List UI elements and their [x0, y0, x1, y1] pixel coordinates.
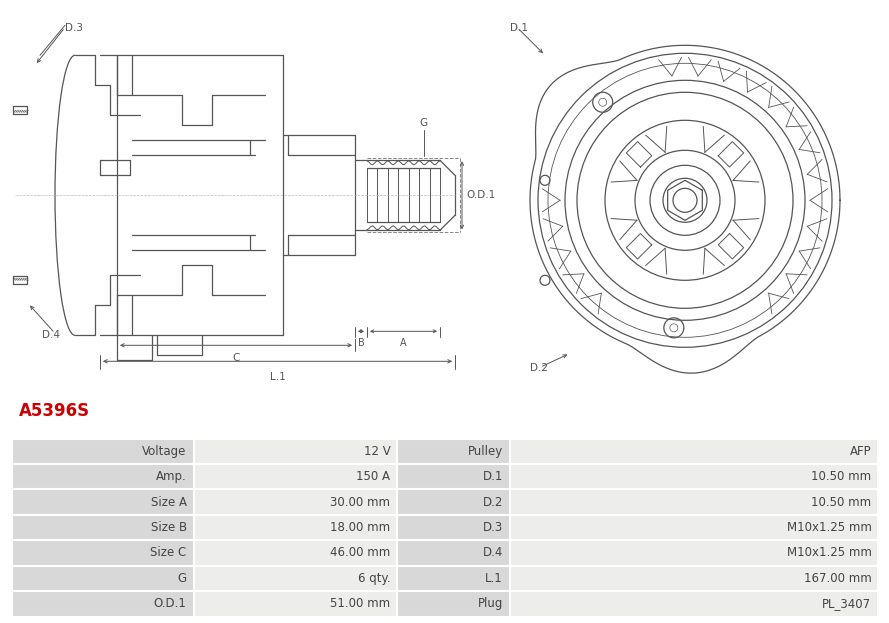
Text: Plug: Plug — [477, 597, 503, 611]
Text: 6 qty.: 6 qty. — [357, 572, 390, 585]
Bar — [510, 515, 878, 540]
Bar — [510, 490, 878, 515]
Bar — [12, 515, 194, 540]
Text: O.D.1: O.D.1 — [154, 597, 187, 611]
Bar — [510, 591, 878, 617]
Bar — [510, 439, 878, 464]
Text: C: C — [232, 353, 240, 363]
Text: D.4: D.4 — [42, 330, 60, 340]
Text: G: G — [178, 572, 187, 585]
Text: D.1: D.1 — [483, 470, 503, 483]
Text: 10.50 mm: 10.50 mm — [812, 470, 871, 483]
Bar — [397, 439, 510, 464]
Bar — [397, 540, 510, 566]
Text: M10x1.25 mm: M10x1.25 mm — [787, 521, 871, 534]
Text: D.3: D.3 — [65, 23, 83, 33]
Text: Size C: Size C — [150, 546, 187, 559]
Bar — [194, 591, 397, 617]
Text: Size B: Size B — [150, 521, 187, 534]
Text: 46.00 mm: 46.00 mm — [330, 546, 390, 559]
Bar — [510, 540, 878, 566]
Bar — [510, 566, 878, 591]
Bar — [194, 566, 397, 591]
Bar — [397, 591, 510, 617]
Text: 10.50 mm: 10.50 mm — [812, 496, 871, 508]
Text: A: A — [400, 338, 407, 348]
Text: O.D.1: O.D.1 — [466, 190, 495, 201]
Bar — [12, 540, 194, 566]
Text: A5396S: A5396S — [19, 402, 90, 420]
Text: L.1: L.1 — [269, 373, 285, 383]
Bar — [397, 566, 510, 591]
Bar — [194, 515, 397, 540]
Text: B: B — [357, 338, 364, 348]
Bar — [12, 591, 194, 617]
Bar — [194, 540, 397, 566]
Bar — [12, 439, 194, 464]
Text: 30.00 mm: 30.00 mm — [331, 496, 390, 508]
Bar — [12, 464, 194, 490]
Text: Size A: Size A — [150, 496, 187, 508]
Text: L.1: L.1 — [485, 572, 503, 585]
Bar — [12, 566, 194, 591]
Text: D.1: D.1 — [510, 23, 528, 33]
Text: Voltage: Voltage — [142, 445, 187, 458]
Text: 18.00 mm: 18.00 mm — [330, 521, 390, 534]
Text: Amp.: Amp. — [156, 470, 187, 483]
Text: 150 A: 150 A — [356, 470, 390, 483]
Text: 51.00 mm: 51.00 mm — [330, 597, 390, 611]
Bar — [397, 464, 510, 490]
Bar — [12, 490, 194, 515]
Text: D.4: D.4 — [483, 546, 503, 559]
Text: M10x1.25 mm: M10x1.25 mm — [787, 546, 871, 559]
Text: 12 V: 12 V — [364, 445, 390, 458]
Text: G: G — [420, 118, 428, 128]
Text: PL_3407: PL_3407 — [822, 597, 871, 611]
Bar — [397, 490, 510, 515]
Text: Pulley: Pulley — [468, 445, 503, 458]
Text: D.2: D.2 — [483, 496, 503, 508]
Bar — [397, 515, 510, 540]
Text: AFP: AFP — [850, 445, 871, 458]
Text: 167.00 mm: 167.00 mm — [804, 572, 871, 585]
Text: D.3: D.3 — [483, 521, 503, 534]
Bar — [194, 439, 397, 464]
Text: D.2: D.2 — [530, 363, 548, 373]
Bar — [510, 464, 878, 490]
Bar — [194, 490, 397, 515]
Bar — [194, 464, 397, 490]
